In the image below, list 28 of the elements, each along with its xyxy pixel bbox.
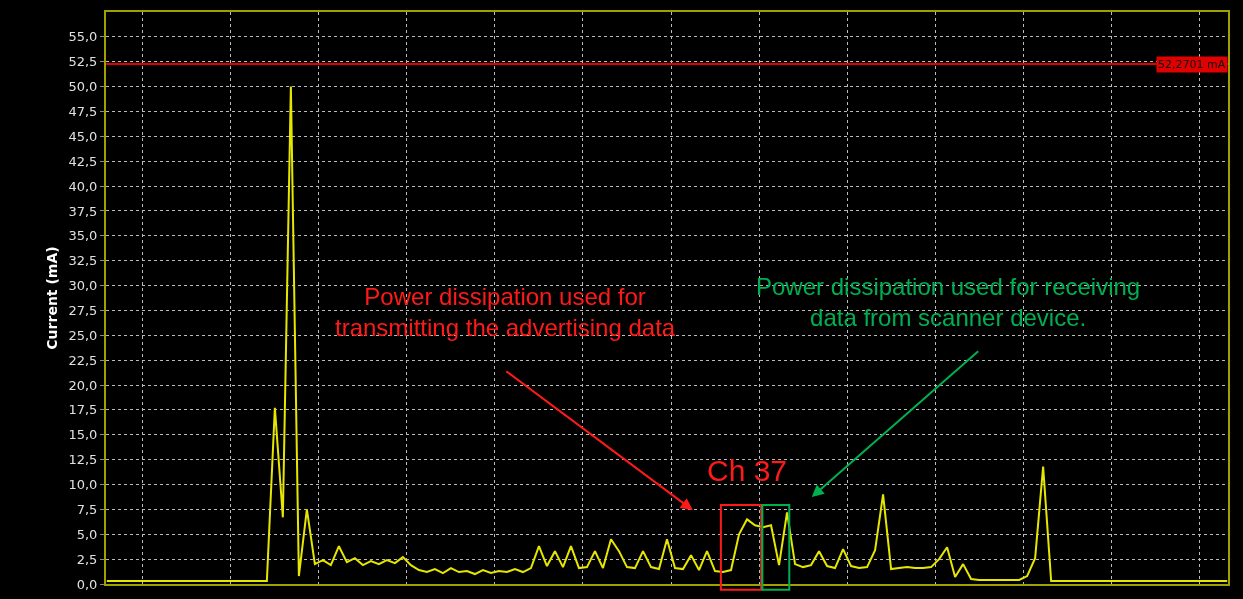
y-tick-label: 15,0 <box>68 427 98 443</box>
y-tick-label: 12,5 <box>68 452 98 468</box>
y-tick-label: 52,5 <box>68 54 98 70</box>
annotation: Ch 37 <box>707 454 788 487</box>
y-tick-label: 10,0 <box>68 477 98 493</box>
y-tick-label: 17,5 <box>68 402 98 418</box>
y-tick-label: 37,5 <box>68 203 98 219</box>
annotation: Power dissipation used for receiving data from scanner device. <box>756 273 1141 332</box>
y-tick-label: 0,0 <box>76 576 98 592</box>
y-tick-label: 20,0 <box>68 377 98 393</box>
y-tick-label: 5,0 <box>76 526 98 542</box>
y-tick-label: 45,0 <box>68 128 98 144</box>
y-tick-label: 27,5 <box>68 302 98 318</box>
y-tick-label: 2,5 <box>76 551 98 567</box>
y-tick-label: 42,5 <box>68 153 98 169</box>
y-tick-label: 7,5 <box>76 501 98 517</box>
y-axis-title: Current (mA) <box>43 246 60 350</box>
ref-line-label: 52,2701 mA <box>1158 58 1226 71</box>
y-tick-label: 47,5 <box>68 104 98 120</box>
y-tick-label: 25,0 <box>68 327 98 343</box>
y-tick-label: 22,5 <box>68 352 98 368</box>
y-tick-label: 55,0 <box>68 29 98 45</box>
y-tick-label: 50,0 <box>68 79 98 95</box>
y-tick-label: 32,5 <box>68 253 98 269</box>
annotation: Power dissipation used for transmitting the advertising data <box>335 283 676 342</box>
y-tick-label: 30,0 <box>68 278 98 294</box>
y-tick-label: 35,0 <box>68 228 98 244</box>
y-tick-label: 40,0 <box>68 178 98 194</box>
